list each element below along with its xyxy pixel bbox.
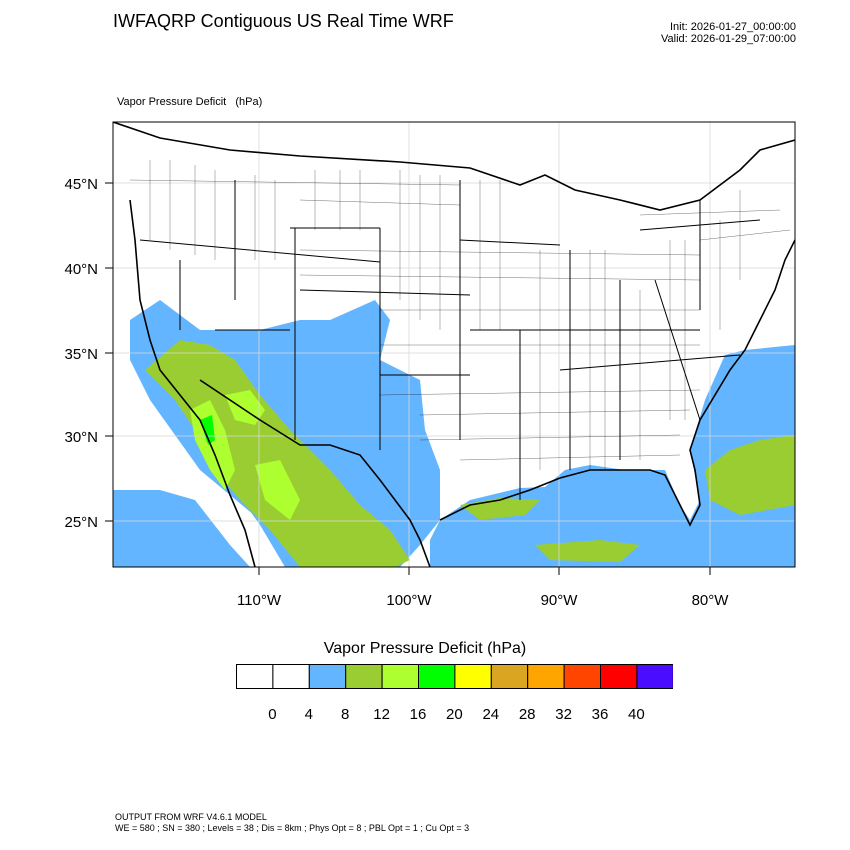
colorbar-label-12: 12 <box>373 706 390 723</box>
map-area <box>113 122 795 567</box>
colorbar-swatch-10 <box>600 664 638 689</box>
colorbar-swatch-3 <box>345 664 383 689</box>
colorbar-label-28: 28 <box>518 706 536 723</box>
colorbar-label-8: 8 <box>341 706 350 723</box>
colorbar <box>236 664 673 689</box>
footer-config-line: WE = 580 ; SN = 380 ; Levels = 38 ; Dis … <box>115 823 470 833</box>
atlantic-dry-patch <box>705 435 795 515</box>
colorbar-swatch-9 <box>563 664 602 689</box>
colorbar-label-16: 16 <box>409 706 427 723</box>
footer-model-line: OUTPUT FROM WRF V4.6.1 MODEL <box>115 812 267 822</box>
colorbar-swatch-7 <box>490 664 529 689</box>
colorbar-label-36: 36 <box>591 706 609 723</box>
plot-title: IWFAQRP Contiguous US Real Time WRF <box>113 11 454 31</box>
lon-label-80: 80°W <box>692 592 730 609</box>
colorbar-swatch-2 <box>308 664 347 689</box>
lat-label-40: 40°N <box>64 261 98 278</box>
colorbar-swatch-1 <box>272 664 310 689</box>
colorbar-swatch-6 <box>454 664 492 689</box>
colorbar-label-0: 0 <box>268 706 277 723</box>
colorbar-label-24: 24 <box>482 706 500 723</box>
colorbar-label-20: 20 <box>446 706 463 723</box>
state-boundaries <box>139 180 761 500</box>
colorbar-title: Vapor Pressure Deficit (hPa) <box>323 640 527 657</box>
colorbar-label-32: 32 <box>555 706 572 723</box>
valid-time: Valid: 2026-01-29_07:00:00 <box>661 33 796 45</box>
axis-ticks <box>105 182 711 575</box>
county-boundaries <box>129 160 791 470</box>
pacific-ocean <box>113 490 250 567</box>
mexico-hotspot <box>255 460 300 520</box>
lat-label-25: 25°N <box>64 514 98 531</box>
sonora-hotspot <box>200 415 215 445</box>
init-time: Init: 2026-01-27_00:00:00 <box>670 21 796 33</box>
colorbar-swatch-11 <box>636 664 673 689</box>
lon-label-90: 90°W <box>541 592 579 609</box>
colorbar-swatch-0 <box>236 664 274 689</box>
lat-label-35: 35°N <box>64 346 98 363</box>
colorbar-swatch-4 <box>381 664 420 689</box>
national-boundaries <box>113 122 795 567</box>
map-frame <box>112 121 796 568</box>
colorbar-label-40: 40 <box>628 706 645 723</box>
caribbean-dry-patch <box>535 540 640 562</box>
lon-label-110: 110°W <box>237 592 282 609</box>
colorbar-swatch-8 <box>527 664 565 689</box>
graticule <box>113 122 795 567</box>
lon-label-100: 100°W <box>386 592 432 609</box>
field-label: Vapor Pressure Deficit (hPa) <box>117 96 263 108</box>
colorbar-swatch-5 <box>418 664 456 689</box>
colorbar-label-4: 4 <box>304 706 313 723</box>
southwest-green <box>145 340 410 567</box>
lat-label-30: 30°N <box>64 429 98 446</box>
lat-label-45: 45°N <box>64 176 98 193</box>
